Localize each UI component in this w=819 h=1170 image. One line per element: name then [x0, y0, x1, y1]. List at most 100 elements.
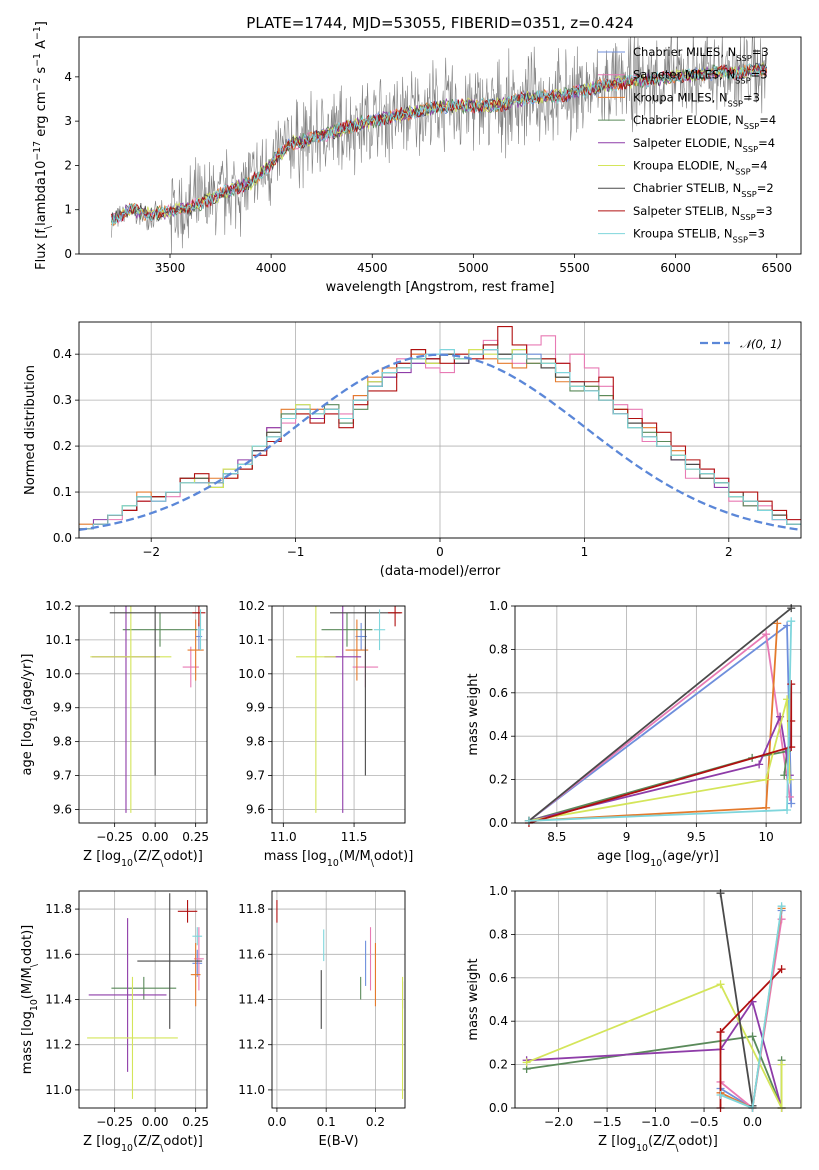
y-tick-label: 1.0 [489, 599, 508, 613]
weight-series-line [528, 607, 792, 822]
x-tick-label: 0 [436, 545, 444, 559]
x-tick-label: 0.25 [182, 830, 209, 844]
y-tick-label: 4 [64, 70, 72, 84]
x-tick-label: 6500 [761, 261, 792, 275]
x-axis-label: Z [log10(Z/Z\odot)] [598, 1134, 718, 1154]
weight-vs-Z-panel: −2.0 −1.5 −1.0 −0.5 0.0 0.0 0.2 0.4 0.6 0.8 1.0 Z [… [466, 884, 802, 1154]
x-axis-label: Z [log10(Z/Z\odot)] [83, 1134, 203, 1154]
y-tick-label: 0.2 [489, 1058, 508, 1072]
y-tick-label: 9.9 [53, 701, 72, 715]
x-tick-label: 4500 [357, 261, 388, 275]
y-tick-label: 11.0 [45, 1083, 72, 1097]
legend-label: Chabrier ELODIE, NSSP=4 [633, 113, 776, 131]
weight-series-line [528, 684, 793, 823]
y-tick-label: 9.6 [53, 802, 72, 816]
weight-point-marker [755, 760, 764, 769]
weight-point-marker [787, 799, 796, 808]
y-tick-label: 0.6 [489, 686, 508, 700]
legend-label: Chabrier MILES, NSSP=3 [633, 45, 769, 63]
legend-label: 𝒩(0, 1) [740, 337, 782, 351]
weight-series-line [528, 623, 793, 822]
weight-point-marker [787, 617, 796, 626]
y-tick-label: 0.8 [489, 642, 508, 656]
x-tick-label: −1.0 [641, 1115, 670, 1129]
y-axis-label: Flux [f\lambda10−17 erg cm−2 s−1 A−1] [32, 21, 54, 270]
mass-vs-Z-panel: −0.25 0.00 0.25 11.0 11.2 11.4 11.6 11.8 Z [log1… [20, 890, 209, 1154]
x-axis-label: mass [log10(M/M\odot)] [264, 849, 414, 869]
weight-vs-age-panel: 8.5 9 9.5 10 0.0 0.2 0.4 0.6 0.8 1.0 age [log10(ag… [466, 599, 802, 869]
spectrum-panel: PLATE=1744, MJD=53055, FIBERID=0351, z=0… [32, 14, 802, 295]
axes-frame [271, 890, 406, 1109]
weight-series-line [526, 983, 783, 1108]
x-tick-label: 0.1 [317, 1115, 336, 1129]
x-tick-label: 6000 [660, 261, 691, 275]
y-tick-label: 1 [64, 203, 72, 217]
y-tick-label: 0.4 [489, 1014, 508, 1028]
legend-label: Salpeter STELIB, NSSP=3 [633, 204, 773, 222]
x-tick-label: −0.25 [96, 1115, 133, 1129]
y-tick-label: 0.0 [53, 531, 72, 545]
weight-point-marker [762, 630, 771, 639]
y-tick-label: 11.6 [45, 947, 72, 961]
y-tick-label: 0.6 [489, 971, 508, 985]
x-tick-label: 8.5 [547, 830, 566, 844]
axes-frame [78, 36, 802, 255]
weight-point-marker [773, 619, 782, 628]
axes-frame [514, 890, 802, 1109]
x-tick-label: 4000 [256, 261, 287, 275]
x-tick-label: 3500 [155, 261, 186, 275]
histogram-step [79, 326, 801, 530]
x-tick-label: 11.5 [341, 830, 368, 844]
x-axis-label: age [log10(age/yr)] [597, 849, 719, 869]
weight-series-line [720, 908, 783, 1108]
x-tick-label: 5500 [559, 261, 590, 275]
y-tick-label: 3 [64, 114, 72, 128]
weight-point-marker [748, 1032, 757, 1041]
y-tick-label: 1.0 [489, 884, 508, 898]
y-tick-label: 11.4 [238, 993, 265, 1007]
x-tick-label: −1 [287, 545, 305, 559]
x-tick-label: 11.0 [270, 830, 297, 844]
x-tick-label: −0.5 [689, 1115, 718, 1129]
legend-label: Kroupa MILES, NSSP=3 [633, 90, 760, 108]
legend-label: Kroupa STELIB, NSSP=3 [633, 227, 765, 245]
chart-title: PLATE=1744, MJD=53055, FIBERID=0351, z=0… [246, 14, 633, 32]
normal-reference-curve [79, 353, 801, 532]
residuals-panel: −2 −1 0 1 2 0.0 0.1 0.2 0.3 0.4 (data-model)/error… [23, 321, 802, 579]
legend-label: Chabrier STELIB, NSSP=2 [633, 181, 774, 199]
weight-point-marker [716, 1028, 725, 1037]
y-tick-label: 0.3 [53, 393, 72, 407]
y-tick-label: 10.1 [45, 633, 72, 647]
y-axis-label: mass weight [466, 958, 481, 1040]
weight-series-line [528, 750, 789, 822]
model-series-line [111, 63, 767, 226]
age-vs-Z-panel: −0.25 0.00 0.25 9.6 9.7 9.8 9.9 10.0 10.1 10.2 Z [… [20, 599, 209, 869]
weight-point-marker [777, 1060, 786, 1069]
y-tick-label: 0.8 [489, 927, 508, 941]
y-axis-label: mass [log10(M/M\odot)] [20, 925, 40, 1075]
weight-series-line [719, 919, 783, 1108]
x-axis-label: E(B-V) [318, 1134, 358, 1149]
y-tick-label: 11.8 [45, 902, 72, 916]
weight-point-marker [787, 604, 796, 613]
x-tick-label: 9.5 [687, 830, 706, 844]
x-tick-label: 0.0 [743, 1115, 762, 1129]
y-tick-label: 9.6 [246, 802, 265, 816]
weight-point-marker [524, 816, 533, 825]
x-axis-label: (data-model)/error [380, 564, 501, 579]
x-tick-label: 2 [725, 545, 733, 559]
age-vs-mass-panel: 11.0 11.5 9.6 9.7 9.8 9.9 10.0 10.1 10.2 mass [lo… [238, 599, 414, 869]
y-tick-label: 0.4 [489, 729, 508, 743]
y-tick-label: 9.8 [246, 735, 265, 749]
x-tick-label: 1 [581, 545, 589, 559]
weight-point-marker [716, 1090, 725, 1099]
weight-point-marker [522, 1058, 531, 1067]
histogram-step [79, 349, 801, 530]
y-tick-label: 0 [64, 247, 72, 261]
legend-label: Kroupa ELODIE, NSSP=4 [633, 159, 768, 177]
weight-point-marker [762, 775, 771, 784]
weight-series-line [526, 999, 783, 1108]
axes-frame [78, 321, 802, 539]
x-tick-label: −2.0 [544, 1115, 573, 1129]
y-tick-label: 9.8 [53, 735, 72, 749]
